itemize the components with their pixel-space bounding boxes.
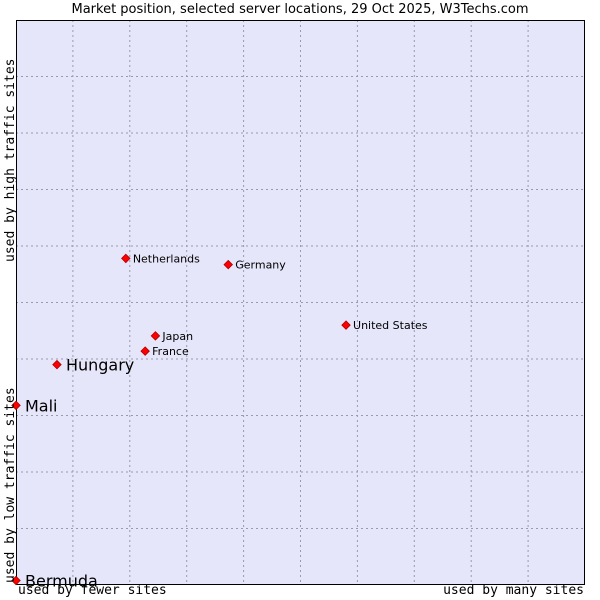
data-point-label: Mali <box>25 396 58 415</box>
chart-title: Market position, selected server locatio… <box>71 2 529 17</box>
data-point-marker <box>121 253 131 264</box>
data-point-marker <box>52 359 62 370</box>
data-point-netherlands: Netherlands <box>121 252 200 265</box>
x-axis-label-right: used by many sites <box>443 583 584 598</box>
data-point-label: Netherlands <box>133 252 200 265</box>
data-point-hungary: Hungary <box>52 356 134 375</box>
data-point-france: France <box>140 345 189 358</box>
data-point-label: Germany <box>235 259 286 272</box>
data-point-label: United States <box>353 319 428 332</box>
y-axis-label-top: used by high traffic sites <box>3 58 18 263</box>
x-axis-label-left: used by fewer sites <box>18 583 167 598</box>
data-point-label: Bermuda <box>25 571 98 590</box>
data-point-marker <box>140 346 150 356</box>
data-point-label: Hungary <box>66 356 134 375</box>
y-axis-label-bottom: used by low traffic sites <box>3 387 18 583</box>
data-point-marker <box>150 331 161 341</box>
data-point-marker <box>341 320 351 330</box>
data-point-japan: Japan <box>150 330 193 343</box>
data-point-label: Japan <box>161 330 193 343</box>
data-point-marker <box>11 400 21 411</box>
data-point-bermuda: Bermuda <box>11 571 98 590</box>
data-point-marker <box>11 575 21 586</box>
data-point-mali: Mali <box>11 396 58 415</box>
plot-frame <box>16 20 585 585</box>
data-point-label: France <box>152 345 189 358</box>
data-point-marker <box>223 259 234 270</box>
data-point-united-states: United States <box>341 319 428 332</box>
data-point-germany: Germany <box>223 259 286 272</box>
